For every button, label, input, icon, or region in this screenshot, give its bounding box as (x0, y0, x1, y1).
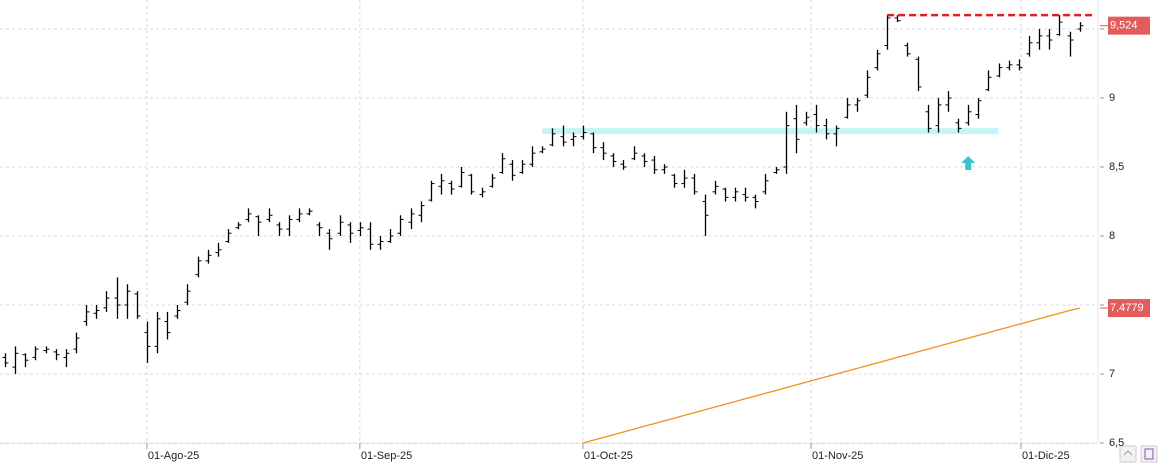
x-tick-label: 01-Ago-25 (148, 450, 199, 462)
y-tick-label: 8 (1109, 230, 1115, 242)
price-label-box (1108, 16, 1150, 35)
price-label: 9,524 (1110, 20, 1138, 32)
y-tick-label: 8,5 (1109, 161, 1124, 173)
save-icon (1144, 448, 1154, 460)
save-button[interactable] (1140, 445, 1158, 463)
x-tick-label: 01-Dic-25 (1022, 450, 1070, 462)
y-tick-label: 7 (1109, 368, 1115, 380)
x-tick-label: 01-Sep-25 (361, 450, 412, 462)
toolbar-icon (1123, 450, 1133, 456)
buy-arrow (961, 155, 976, 170)
y-tick-label: 9 (1109, 92, 1115, 104)
toolbar-button[interactable] (1119, 445, 1137, 463)
moving-average-line (582, 307, 1080, 444)
x-tick-label: 01-Oct-25 (584, 450, 633, 462)
price-label-box (1108, 299, 1150, 318)
price-label: 7,4779 (1110, 302, 1144, 314)
y-tick-label: 6,5 (1109, 437, 1124, 449)
x-tick-label: 01-Nov-25 (812, 450, 863, 462)
